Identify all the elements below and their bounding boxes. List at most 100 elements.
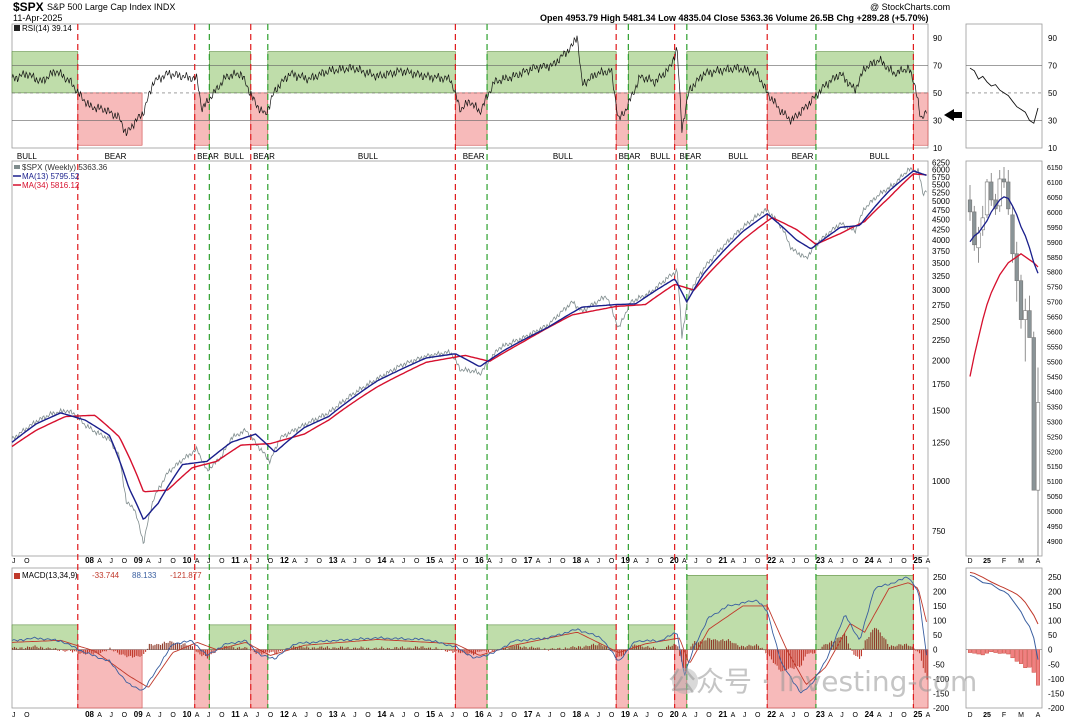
macd-hist-bar bbox=[374, 648, 375, 650]
macd-hist-bar bbox=[602, 646, 603, 649]
macd-hist-bar bbox=[859, 650, 860, 659]
macd-hist-bar bbox=[574, 647, 575, 650]
price-tick-label: 1750 bbox=[932, 380, 950, 389]
regime-label: BULL bbox=[870, 152, 891, 161]
quarter-tick-label: A bbox=[731, 712, 736, 719]
quarter-tick-label: O bbox=[706, 558, 712, 565]
macd-hist-bar bbox=[421, 647, 422, 650]
quarter-tick-label: A bbox=[97, 712, 102, 719]
macd-hist-bar bbox=[865, 640, 866, 649]
macd-hist-bar bbox=[130, 650, 131, 656]
year-tick-label: 13 bbox=[329, 556, 338, 565]
quarter-tick-label: J bbox=[158, 558, 162, 565]
macd-hist-bar bbox=[36, 647, 37, 650]
quarter-tick-label: O bbox=[317, 712, 323, 719]
year-tick-label: 19 bbox=[621, 710, 630, 719]
macd-hist-bar bbox=[89, 650, 90, 653]
zoom-price-tick-label: 5200 bbox=[1047, 449, 1063, 456]
macd-hist-bar bbox=[758, 646, 759, 650]
price-tick-label: 2500 bbox=[932, 318, 950, 327]
quarter-tick-label: A bbox=[633, 558, 638, 565]
macd-hist-bar bbox=[325, 648, 326, 650]
quarter-tick-label: O bbox=[609, 712, 615, 719]
quarter-tick-label: J bbox=[12, 558, 16, 565]
macd-hist-bar bbox=[265, 650, 266, 652]
macd-hist-bar bbox=[484, 650, 485, 651]
macd-hist-bar bbox=[329, 648, 330, 650]
year-tick-label: 09 bbox=[134, 710, 143, 719]
quarter-tick-label: A bbox=[779, 712, 784, 719]
macd-hist-bar bbox=[44, 649, 45, 650]
year-tick-label: 24 bbox=[865, 556, 874, 565]
zoom-macd-tick-label: 0 bbox=[1048, 646, 1053, 655]
quarter-tick-label: A bbox=[828, 712, 833, 719]
macd-hist-bar bbox=[893, 646, 894, 650]
macd-tick-label: 50 bbox=[933, 631, 942, 640]
macd-hist-bar bbox=[754, 645, 755, 649]
macd-hist-bar bbox=[422, 646, 423, 649]
macd-hist-bar bbox=[880, 632, 881, 649]
quarter-tick-label: A bbox=[195, 712, 200, 719]
macd-hist-bar bbox=[85, 650, 86, 655]
regime-label: BEAR bbox=[105, 152, 127, 161]
macd-hist-bar bbox=[437, 649, 438, 650]
macd-hist-bar bbox=[707, 638, 708, 650]
zoom-x-tick-label: D bbox=[967, 558, 972, 565]
quarter-tick-label: J bbox=[402, 712, 406, 719]
macd-hist-bar bbox=[29, 647, 30, 650]
macd-hist-bar bbox=[595, 645, 596, 649]
macd-hist-bar bbox=[419, 648, 420, 650]
macd-hist-bar bbox=[272, 650, 273, 652]
quarter-tick-label: A bbox=[341, 712, 346, 719]
rsi-tick-label: 90 bbox=[933, 34, 942, 43]
macd-hist-bar bbox=[591, 645, 592, 650]
price-legend-swatch bbox=[14, 165, 20, 169]
quarter-tick-label: J bbox=[207, 712, 211, 719]
quarter-tick-label: A bbox=[682, 712, 687, 719]
macd-hist-bar bbox=[823, 645, 824, 650]
macd-hist-bar bbox=[355, 648, 356, 650]
quarter-tick-label: J bbox=[548, 712, 552, 719]
quarter-tick-label: A bbox=[731, 558, 736, 565]
macd-hist-bar bbox=[846, 636, 847, 650]
quarter-tick-label: A bbox=[682, 558, 687, 565]
macd-hist-bar bbox=[239, 647, 240, 650]
macd-hist-bar bbox=[199, 650, 200, 655]
macd-hist-bar bbox=[196, 650, 197, 652]
quarter-tick-label: J bbox=[548, 558, 552, 565]
macd-hist-bar bbox=[527, 649, 528, 650]
macd-legend: MACD(13,34,9) bbox=[22, 571, 78, 580]
macd-hist-bar bbox=[582, 648, 583, 649]
macd-hist-bar bbox=[404, 648, 405, 649]
macd-hist-bar bbox=[717, 640, 718, 649]
macd-hist-bar bbox=[229, 647, 230, 650]
macd-hist-bar bbox=[411, 648, 412, 649]
macd-hist-bar bbox=[825, 644, 826, 650]
macd-hist-bar bbox=[747, 646, 748, 650]
quarter-tick-label: J bbox=[256, 712, 259, 719]
price-tick-label: 3500 bbox=[932, 259, 950, 268]
macd-hist-bar bbox=[364, 649, 365, 650]
zoom-macd-hist-bar bbox=[1019, 650, 1023, 664]
macd-hist-bar bbox=[316, 648, 317, 649]
macd-hist-bar bbox=[134, 650, 135, 657]
price-tick-label: 5250 bbox=[932, 189, 950, 198]
price-tick-label: 4000 bbox=[932, 236, 950, 245]
price-tick-label: 2000 bbox=[932, 357, 950, 366]
macd-hist-bar bbox=[709, 638, 710, 649]
macd-hist-bar bbox=[115, 650, 116, 651]
macd-hist-bar bbox=[552, 648, 553, 650]
macd-hist-bar bbox=[756, 644, 757, 649]
zoom-price-tick-label: 6000 bbox=[1047, 210, 1063, 217]
quarter-tick-label: O bbox=[658, 558, 664, 565]
zoom-macd-tick-label: -150 bbox=[1048, 689, 1065, 698]
zoom-macd-hist-bar bbox=[1023, 650, 1027, 668]
macd-hist-bar bbox=[524, 646, 525, 649]
macd-hist-bar bbox=[741, 646, 742, 650]
macd-hist-bar bbox=[898, 644, 899, 649]
macd-hist-bar bbox=[100, 650, 101, 653]
quarter-tick-label: O bbox=[122, 558, 128, 565]
macd-hist-bar bbox=[863, 649, 864, 650]
macd-hist-bar bbox=[389, 648, 390, 650]
macd-hist-bar bbox=[576, 648, 577, 650]
